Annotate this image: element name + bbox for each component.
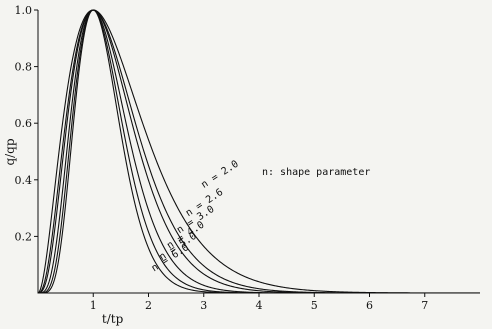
x-tick-label: 6: [366, 299, 373, 312]
y-tick-label: 0.6: [15, 117, 33, 130]
x-tick-label: 2: [145, 299, 152, 312]
axis-frame: [37, 10, 480, 294]
y-axis-title: q/qp: [3, 138, 17, 165]
x-tick-label: 3: [200, 299, 207, 312]
series-label: n = 2.0: [199, 159, 240, 191]
x-axis-title: t/tp: [102, 312, 124, 326]
curves: [37, 9, 480, 294]
x-tick-label: 5: [311, 299, 318, 312]
y-tick-label: 0.2: [15, 230, 33, 243]
y-tick-label: 0.8: [15, 61, 33, 74]
series-line-n-2: [37, 9, 480, 294]
series-line-n-2-6: [37, 9, 480, 294]
series-line-n-4: [38, 9, 480, 294]
shape-parameter-annotation: n: shape parameter: [262, 167, 370, 178]
series-line-n-5: [38, 9, 480, 294]
series-line-n-3: [37, 9, 480, 294]
y-tick-label: 1.0: [15, 4, 33, 17]
series-line-n-6: [38, 9, 480, 294]
axes: 1 2 3 4 5 6 7 0.2 0.4 0.6 0.8 1.0: [15, 4, 480, 312]
x-tick-label: 1: [90, 299, 97, 312]
y-tick-label: 0.4: [15, 174, 33, 187]
x-tick-label: 7: [421, 299, 428, 312]
x-tick-label: 4: [256, 299, 263, 312]
